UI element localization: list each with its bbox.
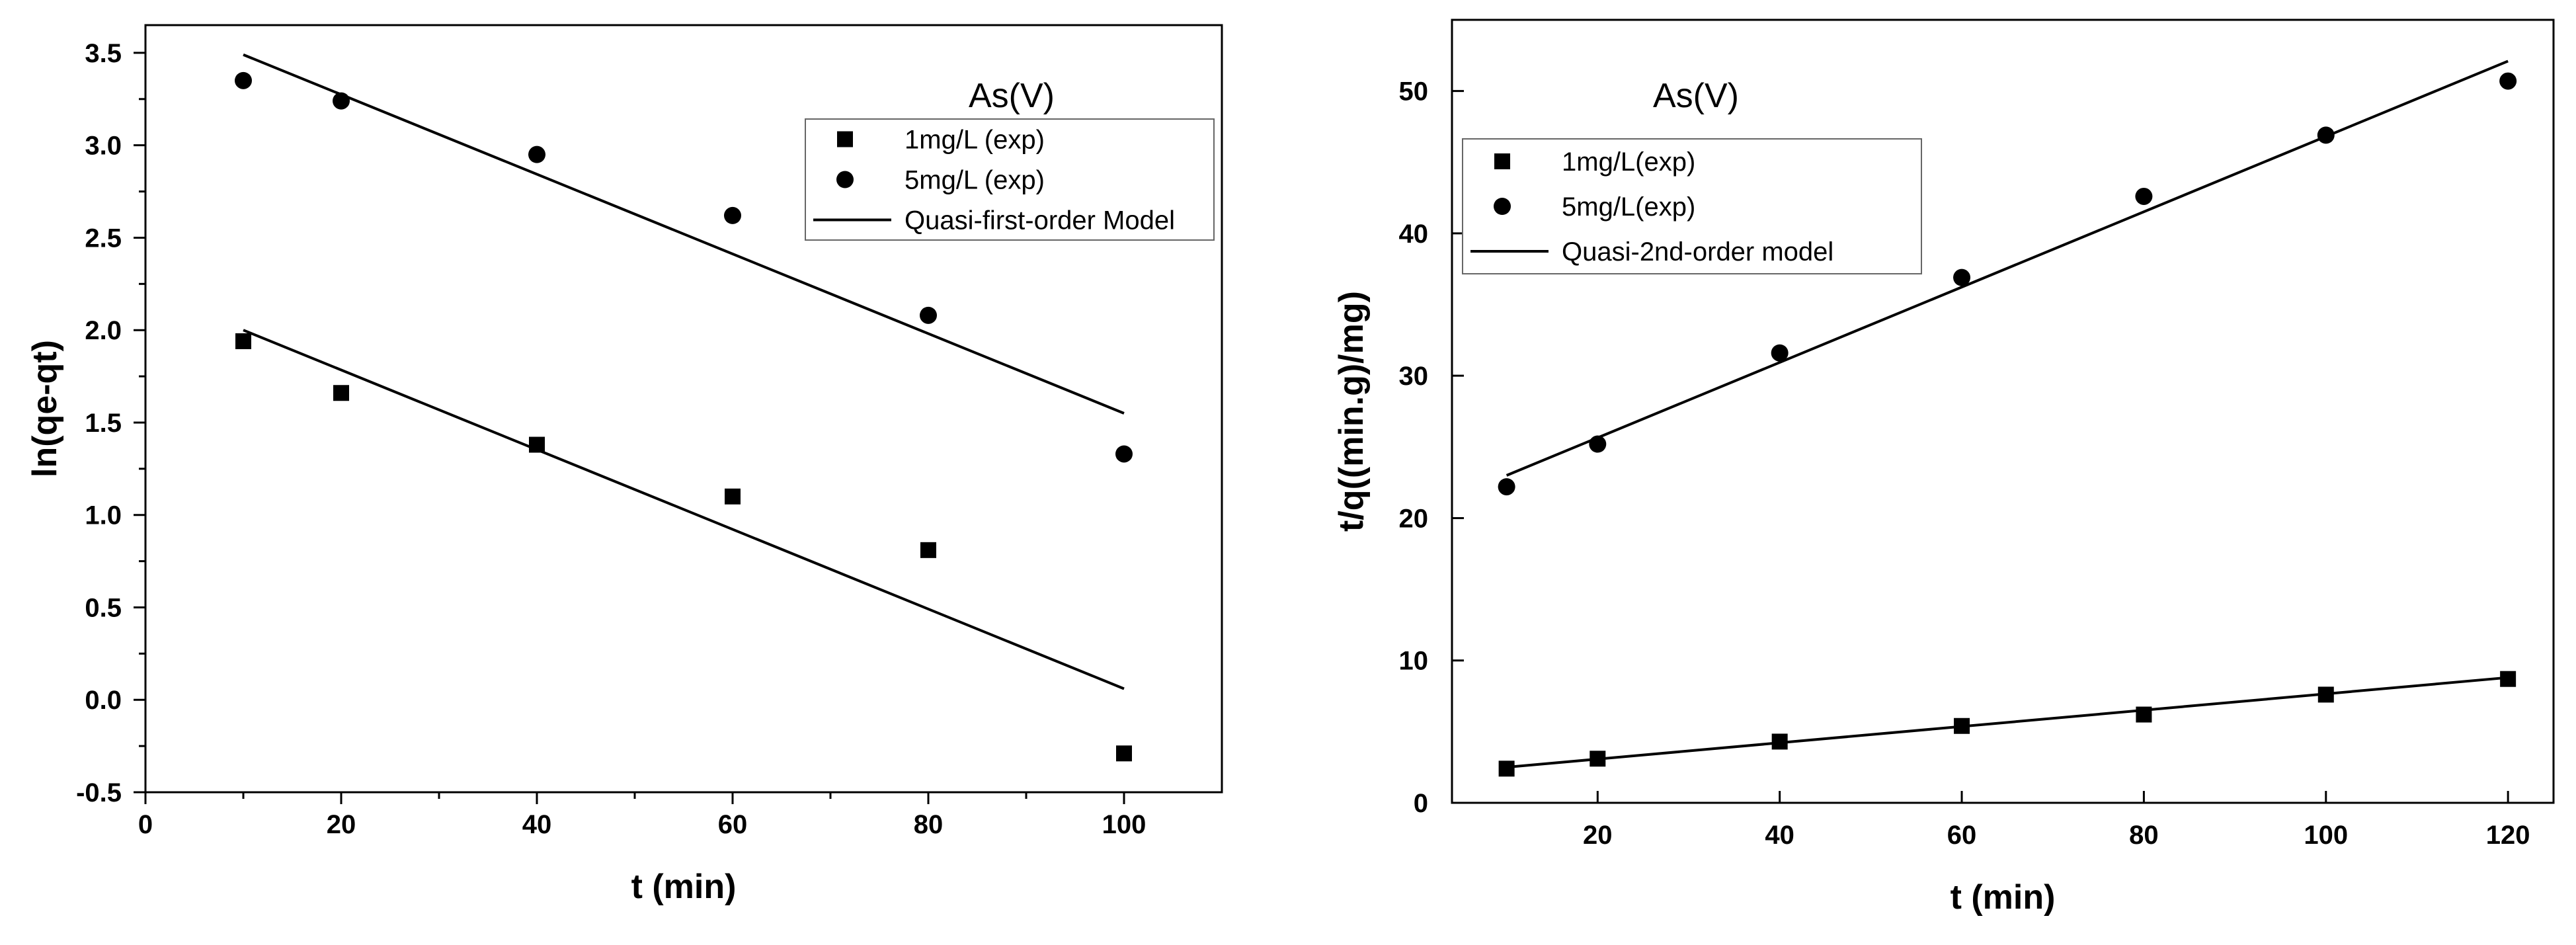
chart-panel-1: 0 20 40 60 80 100 -0.5 0.0 0.5 1.0 1.5 2.0 2.5 3.0 3.5… [26, 24, 1223, 906]
x-tick-label: 120 [2486, 821, 2530, 850]
data-point-square [2136, 706, 2152, 723]
data-point-square [1498, 760, 1515, 777]
chart-panel-2: 20 40 60 80 100 120 0 10 20 30 40 50 t (min) t/q((min… [1332, 19, 2555, 917]
data-point-square [725, 488, 741, 505]
x-tick-label: 40 [1765, 821, 1794, 850]
data-point-circle [1115, 445, 1133, 463]
data-point-circle [528, 145, 545, 163]
x-tick-label: 100 [2304, 821, 2348, 850]
data-point-circle [2135, 187, 2153, 205]
legend: 1mg/L (exp) 5mg/L (exp) Quasi-first-order … [805, 118, 1215, 241]
data-point-square [1954, 718, 1970, 734]
y-axis-label: ln(qe-qt) [26, 340, 64, 477]
legend-marker-circle [836, 171, 854, 188]
y-tick-label: 3.0 [85, 132, 122, 161]
data-point-square [333, 385, 349, 401]
x-tick-label: 0 [138, 810, 153, 839]
x-tick-label: 20 [327, 810, 356, 839]
y-tick-label: 10 [1399, 647, 1429, 676]
data-point-square [920, 542, 936, 558]
legend-label: 1mg/L(exp) [1562, 147, 1695, 177]
data-point-circle [2499, 72, 2517, 90]
plot-frame [1451, 19, 2555, 804]
legend: 1mg/L(exp) 5mg/L(exp) Quasi-2nd-order mode… [1462, 138, 1922, 274]
data-point-circle [1589, 435, 1607, 453]
y-tick-label: 2.5 [85, 224, 122, 253]
y-tick-label: 1.5 [85, 409, 122, 438]
x-tick-label: 60 [718, 810, 748, 839]
y-tick-label: 40 [1399, 220, 1429, 249]
data-point-square [2317, 686, 2334, 703]
data-point-square [235, 333, 251, 349]
data-point-square [2500, 671, 2516, 687]
annotation: As(V) [969, 77, 1055, 115]
y-tick-label: -0.5 [76, 778, 122, 807]
fit-line-1 [243, 329, 1125, 690]
fit-line-2 [243, 53, 1125, 415]
x-axis-label: t (min) [631, 868, 737, 906]
data-point-circle [724, 206, 741, 224]
legend-label: 5mg/L (exp) [905, 166, 1045, 195]
x-tick-label: 60 [1947, 821, 1977, 850]
data-point-circle [235, 71, 252, 89]
x-tick-label: 20 [1583, 821, 1613, 850]
y-axis-label: t/q((min.g)/mg) [1332, 291, 1371, 532]
fit-line-2 [1506, 60, 2509, 477]
data-point-circle [920, 306, 937, 324]
annotation: As(V) [1653, 77, 1739, 115]
x-tick-label: 40 [522, 810, 552, 839]
data-point-circle [1771, 344, 1789, 362]
data-point-circle [1498, 478, 1515, 496]
data-point-square [1771, 733, 1788, 750]
legend-marker-square [837, 131, 853, 147]
legend-marker-circle [1494, 198, 1511, 215]
y-tick-label: 0.5 [85, 593, 122, 622]
y-tick-label: 50 [1399, 77, 1429, 106]
y-tick-label: 20 [1399, 504, 1429, 533]
legend-label: Quasi-2nd-order model [1562, 237, 1833, 267]
x-tick-label: 100 [1102, 810, 1147, 839]
legend-marker-square [1494, 153, 1510, 169]
y-tick-label: 0.0 [85, 686, 122, 715]
data-point-square [1590, 751, 1606, 767]
x-axis-label: t (min) [1951, 878, 2056, 917]
data-point-square [1116, 745, 1132, 762]
x-tick-label: 80 [914, 810, 944, 839]
legend-label: Quasi-first-order Model [905, 206, 1175, 235]
x-tick-label: 80 [2129, 821, 2159, 850]
legend-label: 5mg/L(exp) [1562, 192, 1695, 222]
data-point-square [529, 436, 545, 453]
data-point-circle [333, 92, 350, 110]
y-tick-label: 1.0 [85, 501, 122, 530]
y-tick-label: 0 [1414, 789, 1428, 818]
data-point-circle [1953, 268, 1971, 286]
y-tick-label: 30 [1399, 362, 1429, 391]
data-point-circle [2317, 126, 2335, 144]
legend-label: 1mg/L (exp) [905, 126, 1045, 155]
fit-line-1 [1506, 676, 2509, 769]
plot-frame [144, 24, 1223, 794]
y-tick-label: 3.5 [85, 39, 122, 68]
y-tick-label: 2.0 [85, 316, 122, 345]
